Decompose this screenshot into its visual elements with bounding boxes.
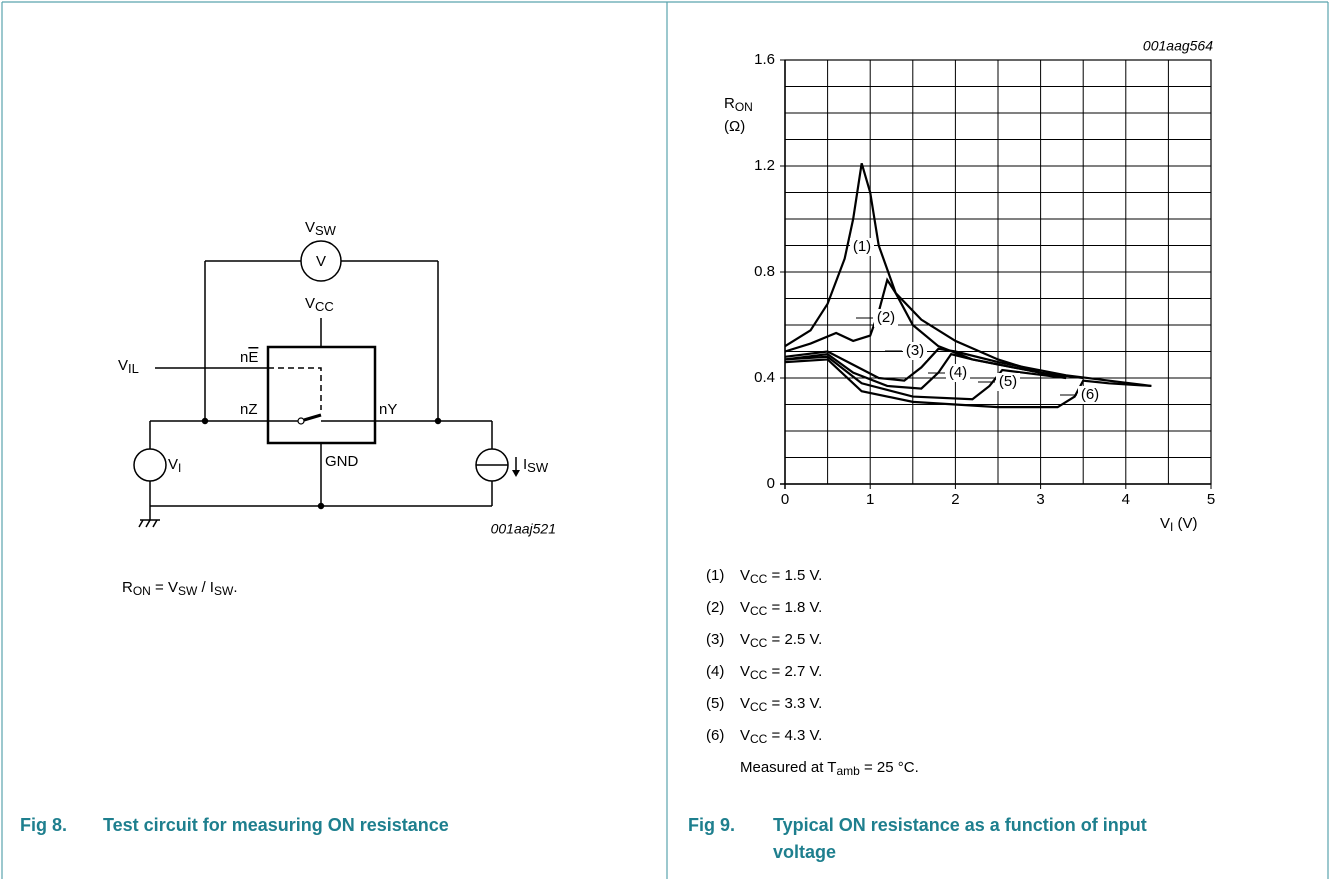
y-tick-label: 0.8 [754, 263, 775, 280]
legend-value: = 3.3 V. [767, 695, 822, 712]
y-axis-label: RON [724, 95, 753, 114]
label-bg [903, 342, 927, 360]
caption-text: voltage [773, 842, 836, 862]
caption-text: Test circuit for measuring ON resistance [103, 815, 449, 835]
legend-var: V [740, 567, 750, 584]
curve [784, 163, 1067, 380]
x-axis-label: VI (V) [1160, 515, 1198, 534]
y-tick-label: 1.2 [754, 157, 775, 174]
y-axis-unit: (Ω) [724, 118, 745, 135]
curve-label: (3) [906, 342, 924, 359]
note-post: = 25 °C. [860, 759, 919, 776]
curve [784, 352, 1041, 390]
x-tick-label: 2 [951, 491, 959, 508]
legend-value: = 2.5 V. [767, 631, 822, 648]
legend-sub: CC [750, 604, 768, 618]
legend-num: (2) [706, 599, 724, 616]
curve-label: (4) [949, 364, 967, 381]
legend-sub: CC [750, 636, 768, 650]
legend-sub: CC [750, 668, 768, 682]
legend-text: VCC = 1.8 V. [740, 599, 822, 618]
gnd-label: GND [325, 453, 359, 470]
note: Measured at Tamb = 25 °C. [740, 759, 919, 778]
x-tick-label: 3 [1036, 491, 1044, 508]
x-tick-label: 0 [781, 491, 789, 508]
legend-num: (3) [706, 631, 724, 648]
plot-border [784, 59, 1212, 485]
legend-text: VCC = 2.7 V. [740, 663, 822, 682]
label-bg [850, 238, 874, 256]
legend-var: V [740, 599, 750, 616]
legend-num: (5) [706, 695, 724, 712]
x-tick-label: 5 [1207, 491, 1215, 508]
isw-label: ISW [523, 456, 549, 475]
vcc-label: VCC [305, 295, 334, 314]
legend-num: (4) [706, 663, 724, 680]
legend-sub: CC [750, 700, 768, 714]
legend-text: VCC = 4.3 V. [740, 727, 822, 746]
legend-sub: CC [750, 732, 768, 746]
legend-num: (1) [706, 567, 724, 584]
legend-value: = 2.7 V. [767, 663, 822, 680]
legend-value: = 4.3 V. [767, 727, 822, 744]
vil-label: VIL [118, 357, 139, 376]
circuit [133, 240, 517, 528]
note-sub: amb [836, 764, 860, 778]
arrow [512, 470, 520, 477]
legend-var: V [740, 727, 750, 744]
caption-text: Typical ON resistance as a function of i… [773, 815, 1147, 835]
meter-label: V [316, 253, 326, 270]
y-tick-label: 0.4 [754, 369, 775, 386]
curve-label: (5) [999, 373, 1017, 390]
chart-code: 001aag564 [1143, 38, 1213, 54]
legend-value: = 1.8 V. [767, 599, 822, 616]
legend-value: = 1.5 V. [767, 567, 822, 584]
label-bg [946, 364, 970, 382]
curve [784, 277, 1084, 380]
curve [784, 355, 1067, 401]
curve-label: (1) [853, 238, 871, 255]
curve-label: (6) [1081, 386, 1099, 403]
nz-label: nZ [240, 401, 258, 418]
legend-text: VCC = 1.5 V. [740, 567, 822, 586]
figure-code: 001aaj521 [491, 521, 556, 537]
formula: RON = VSW / ISW. [122, 579, 237, 598]
legend-var: V [740, 631, 750, 648]
legend-num: (6) [706, 727, 724, 744]
legend-text: VCC = 2.5 V. [740, 631, 822, 650]
x-tick-label: 1 [866, 491, 874, 508]
label-bg [1078, 386, 1102, 404]
label-bg [874, 309, 898, 327]
ny-label: nY [379, 401, 397, 418]
legend-sub: CC [750, 572, 768, 586]
caption-fig: Fig 8. [20, 815, 67, 835]
curve-label: (2) [877, 309, 895, 326]
caption-fig: Fig 9. [688, 815, 735, 835]
legend-text: VCC = 3.3 V. [740, 695, 822, 714]
y-tick-label: 0 [767, 475, 775, 492]
curve [784, 347, 1152, 388]
note-pre: Measured at T [740, 759, 836, 776]
vsw-label: VSW [305, 219, 337, 238]
legend-var: V [740, 663, 750, 680]
label-bg [996, 373, 1020, 391]
x-tick-label: 4 [1122, 491, 1130, 508]
ne-label: nE [240, 349, 258, 366]
curve [784, 358, 1152, 409]
y-tick-label: 1.6 [754, 51, 775, 68]
vi-label: VI [168, 456, 181, 475]
legend-var: V [740, 695, 750, 712]
